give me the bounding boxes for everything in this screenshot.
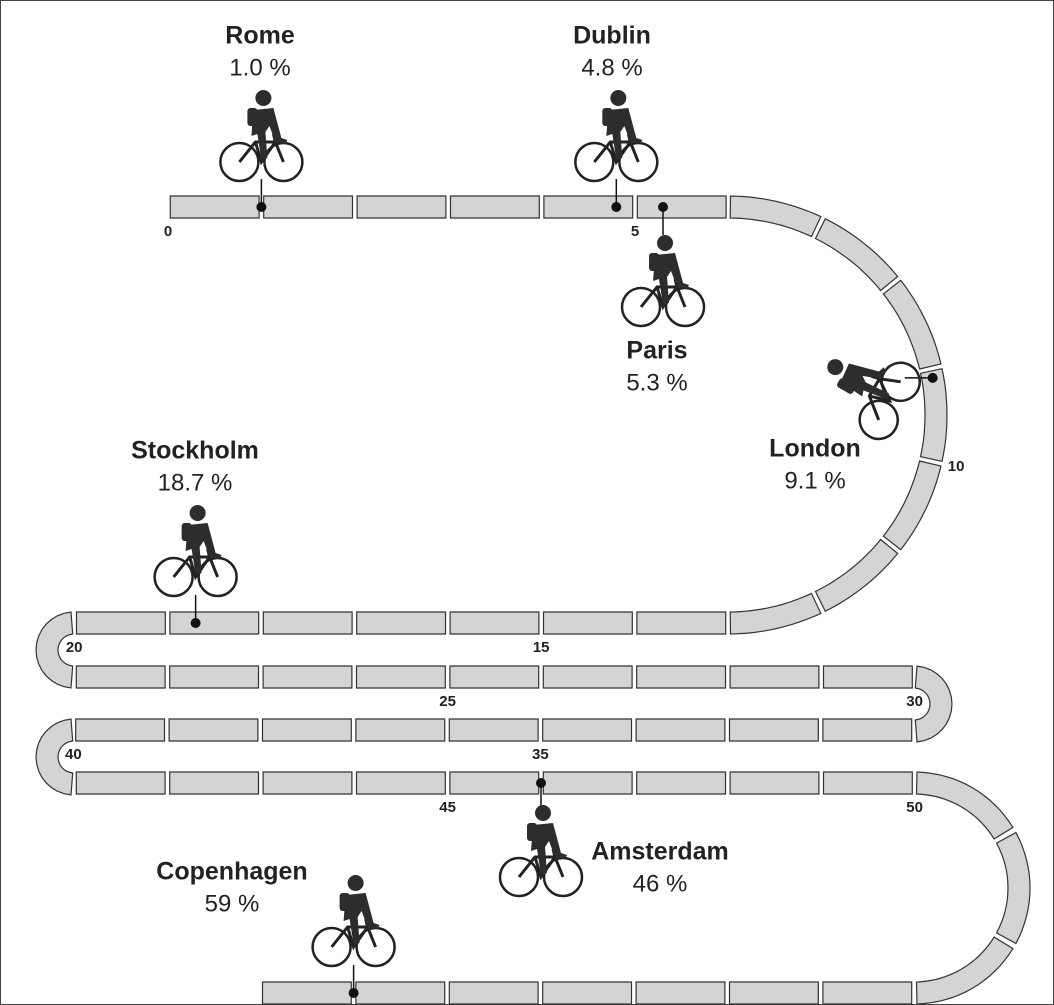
- city-name: Stockholm: [131, 437, 259, 465]
- track-segment: [263, 612, 352, 634]
- track-segment: [824, 666, 913, 688]
- value-label: 18.7 %: [158, 469, 233, 496]
- track-segment: [263, 982, 352, 1004]
- track-segment: [730, 666, 819, 688]
- track-segment: [450, 772, 539, 794]
- track-segment: [357, 612, 446, 634]
- backpack: [649, 253, 659, 271]
- track-segment: [170, 196, 259, 218]
- value-label: 59 %: [205, 890, 260, 917]
- track-segment: [263, 666, 352, 688]
- value-label: 1.0 %: [229, 54, 290, 81]
- track-segment: [637, 666, 726, 688]
- track-segment: [449, 719, 538, 741]
- track-segment: [76, 666, 165, 688]
- track-segment: [824, 772, 913, 794]
- track-segment: [636, 719, 725, 741]
- track-segment: [263, 772, 352, 794]
- track-segment: [76, 772, 165, 794]
- track-segment: [730, 719, 819, 741]
- track-segment: [449, 982, 538, 1004]
- city-name: Copenhagen: [156, 858, 307, 886]
- tick-label: 30: [906, 693, 923, 710]
- track-segment: [543, 666, 632, 688]
- position-dot: [658, 202, 668, 212]
- track-segment: [263, 719, 352, 741]
- backpack: [247, 108, 257, 126]
- frame: [1, 1, 1054, 1005]
- track-segment: [77, 612, 166, 634]
- tick-label: 40: [65, 746, 82, 763]
- value-label: 4.8 %: [581, 54, 642, 81]
- track-segment: [637, 772, 726, 794]
- city-name: Rome: [225, 22, 295, 50]
- track-segment: [357, 196, 446, 218]
- track-segment: [637, 612, 726, 634]
- track-segment: [170, 612, 259, 634]
- tick-label: 35: [532, 746, 549, 763]
- page: 051015202530354045505560Rome1.0 %Dublin4…: [0, 0, 1054, 1005]
- track-segment: [730, 982, 819, 1004]
- backpack: [182, 523, 192, 541]
- tick-label: 45: [439, 799, 456, 816]
- value-label: 5.3 %: [626, 369, 687, 396]
- track-segment: [823, 982, 912, 1004]
- track-segment: [170, 772, 259, 794]
- tick-label: 50: [906, 799, 923, 816]
- track-segment: [637, 196, 726, 218]
- position-dot: [256, 202, 266, 212]
- track-segment: [450, 612, 539, 634]
- track-segment: [543, 719, 632, 741]
- track-segment: [170, 666, 259, 688]
- position-dot: [536, 778, 546, 788]
- track-segment: [451, 196, 540, 218]
- backpack: [602, 108, 612, 126]
- track-segment: [264, 196, 353, 218]
- city-name: Amsterdam: [591, 838, 729, 866]
- track-segment: [543, 982, 632, 1004]
- tick-label: 5: [631, 223, 639, 240]
- city-name: Dublin: [573, 22, 651, 50]
- tick-label: 10: [948, 458, 965, 475]
- track-segment: [356, 982, 445, 1004]
- position-dot: [349, 988, 359, 998]
- tick-label: 15: [533, 639, 550, 656]
- backpack: [340, 893, 350, 911]
- city-name: Paris: [626, 337, 687, 365]
- track-segment: [730, 772, 819, 794]
- tick-label: 0: [164, 223, 172, 240]
- track-segment: [76, 719, 165, 741]
- value-label: 9.1 %: [784, 467, 845, 494]
- tick-label: 20: [66, 639, 83, 656]
- tick-label: 25: [439, 693, 456, 710]
- track-segment: [357, 666, 446, 688]
- track-segment: [543, 772, 632, 794]
- track-segment: [356, 719, 445, 741]
- city-name: London: [769, 435, 861, 463]
- track-segment: [357, 772, 446, 794]
- position-dot: [191, 618, 201, 628]
- backpack: [527, 823, 537, 841]
- track-segment: [636, 982, 725, 1004]
- position-dot: [611, 202, 621, 212]
- track-segment: [544, 612, 633, 634]
- value-label: 46 %: [633, 870, 688, 897]
- position-dot: [928, 373, 938, 383]
- track-segment: [450, 666, 539, 688]
- track-segment: [169, 719, 258, 741]
- chart: 051015202530354045505560Rome1.0 %Dublin4…: [0, 0, 1054, 1005]
- track-segment: [823, 719, 912, 741]
